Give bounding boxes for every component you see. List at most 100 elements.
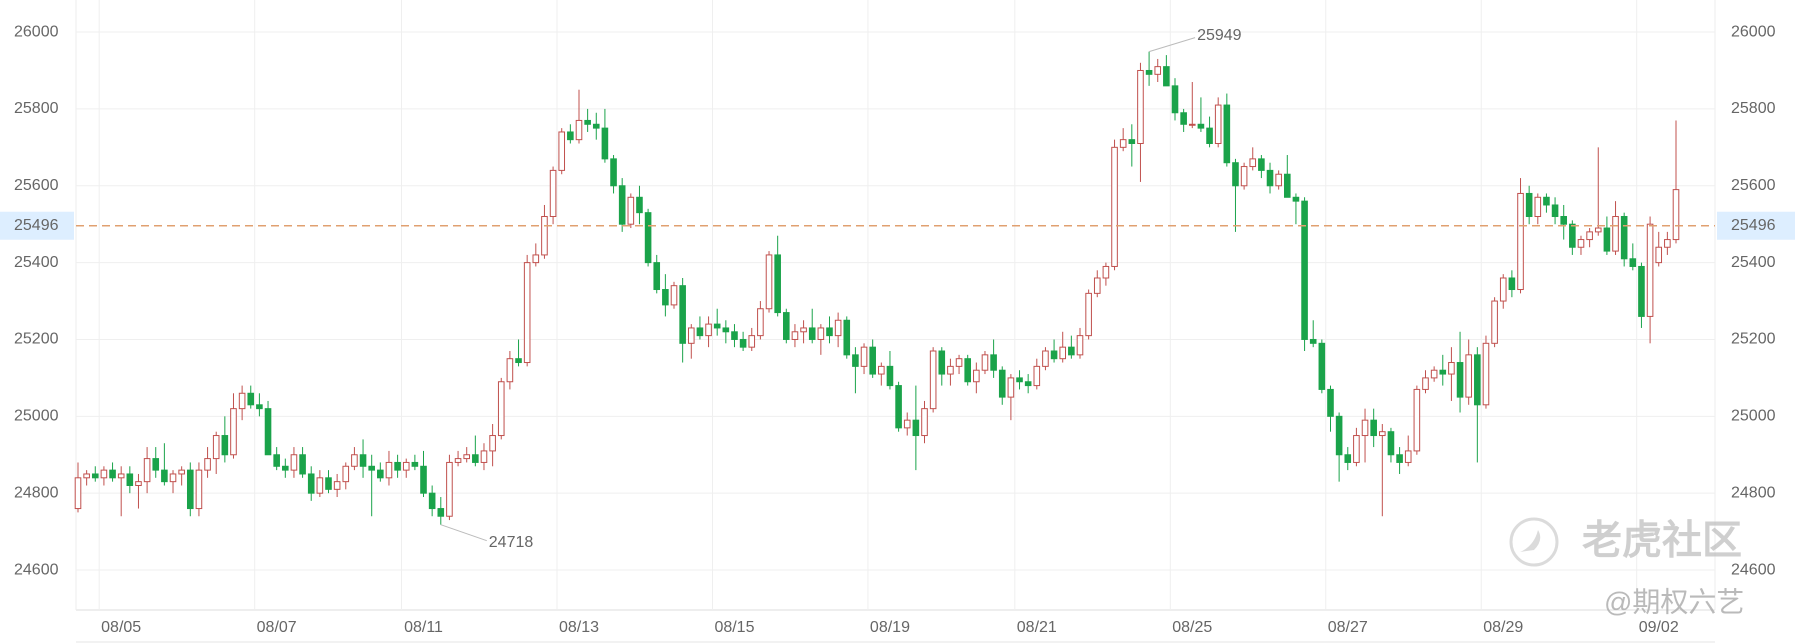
candle-body <box>117 473 125 479</box>
candle-body <box>377 469 384 479</box>
candle-body <box>696 327 704 337</box>
high-label: 25949 <box>1197 27 1242 44</box>
price-label-left: 25496 <box>14 217 59 234</box>
candle-body <box>860 346 868 367</box>
candle-body <box>385 461 393 479</box>
candle-body <box>973 369 980 383</box>
candle-body <box>74 477 82 510</box>
candle-body <box>1672 189 1680 241</box>
high-leader <box>1148 37 1196 53</box>
candle-body <box>1102 265 1110 279</box>
x-tick-label: 08/15 <box>714 619 754 636</box>
candle-body <box>394 461 401 471</box>
candle-body <box>679 285 686 344</box>
candle-body <box>1059 346 1067 360</box>
candle-body <box>256 404 263 410</box>
candle-body <box>1551 204 1559 218</box>
candle-body <box>437 508 445 517</box>
candle-body <box>1068 346 1075 356</box>
candle-body <box>1033 365 1041 387</box>
low-leader <box>440 524 487 542</box>
candle-body <box>1379 431 1386 437</box>
candle-body <box>808 327 816 340</box>
candle-body <box>765 254 773 310</box>
candle-body <box>1404 450 1412 463</box>
candle-body <box>342 465 350 483</box>
candle-body <box>1292 196 1300 202</box>
candle-body <box>1249 158 1257 168</box>
candle-body <box>1525 192 1533 218</box>
candle-body <box>1620 216 1628 260</box>
candle-body <box>722 327 730 333</box>
x-tick-label: 08/11 <box>404 619 443 636</box>
x-tick-label: 08/05 <box>101 619 141 636</box>
candle-body <box>1111 146 1118 267</box>
candle-body <box>1629 258 1637 267</box>
x-tick-label: 08/19 <box>870 619 910 636</box>
candle-body <box>1076 335 1084 356</box>
candle-body <box>1266 169 1274 187</box>
candle-body <box>1361 419 1369 437</box>
x-tick-label: 08/27 <box>1328 619 1368 636</box>
candle-body <box>1318 342 1326 390</box>
candle-body <box>402 461 410 471</box>
y-tick-label: 26000 <box>14 23 59 40</box>
candle-body <box>1128 139 1136 144</box>
x-tick-label: 08/21 <box>1017 619 1057 636</box>
candle-body <box>1655 246 1663 264</box>
candle-body <box>1240 166 1248 187</box>
candle-body <box>947 365 954 375</box>
candle-body <box>1430 369 1438 379</box>
candle-body <box>1517 192 1524 291</box>
candle-body <box>420 465 427 494</box>
y-tick-label: 25400 <box>14 254 59 271</box>
candle-body <box>1646 223 1654 317</box>
candle-body <box>895 385 902 429</box>
candle-body <box>1422 377 1429 390</box>
candle-body <box>1163 66 1170 87</box>
candle-body <box>869 346 876 375</box>
x-tick-label: 08/13 <box>559 619 599 636</box>
candle-body <box>601 127 609 160</box>
candle-body <box>817 327 825 340</box>
candle-body <box>636 196 643 214</box>
candle-body <box>1016 377 1023 383</box>
candle-body <box>1171 85 1179 114</box>
candle-body <box>886 365 894 387</box>
candle-body <box>463 454 471 460</box>
candle-body <box>739 338 747 348</box>
candle-body <box>567 131 574 141</box>
y-tick-label-right: 24800 <box>1731 484 1776 501</box>
candle-body <box>549 169 557 218</box>
candle-body <box>264 408 272 456</box>
candle-body <box>843 319 851 356</box>
candle-body <box>506 358 514 383</box>
candle-body <box>307 473 315 494</box>
candle-body <box>670 285 678 306</box>
candle-body <box>1569 223 1576 248</box>
candle-body <box>178 469 185 475</box>
candle-body <box>238 392 246 410</box>
candle-body <box>1413 388 1421 452</box>
y-tick-label-right: 26000 <box>1731 23 1776 40</box>
low-label: 24718 <box>489 534 534 551</box>
candle-body <box>411 461 419 467</box>
candle-body <box>1119 139 1127 148</box>
candle-body <box>800 327 807 333</box>
candle-body <box>273 454 280 467</box>
candle-body <box>990 354 997 371</box>
price-tag-left <box>0 211 74 240</box>
candle-body <box>1353 435 1360 463</box>
candle-body <box>1042 350 1049 367</box>
candle-body <box>1145 69 1153 75</box>
y-tick-label-right: 24600 <box>1731 561 1776 578</box>
candle-body <box>610 158 617 187</box>
price-label-right: 25496 <box>1731 217 1776 234</box>
candle-body <box>1396 454 1403 463</box>
candle-body <box>186 469 194 510</box>
candle-body <box>938 350 946 375</box>
candle-body <box>1327 388 1334 417</box>
candle-body <box>1093 277 1101 294</box>
